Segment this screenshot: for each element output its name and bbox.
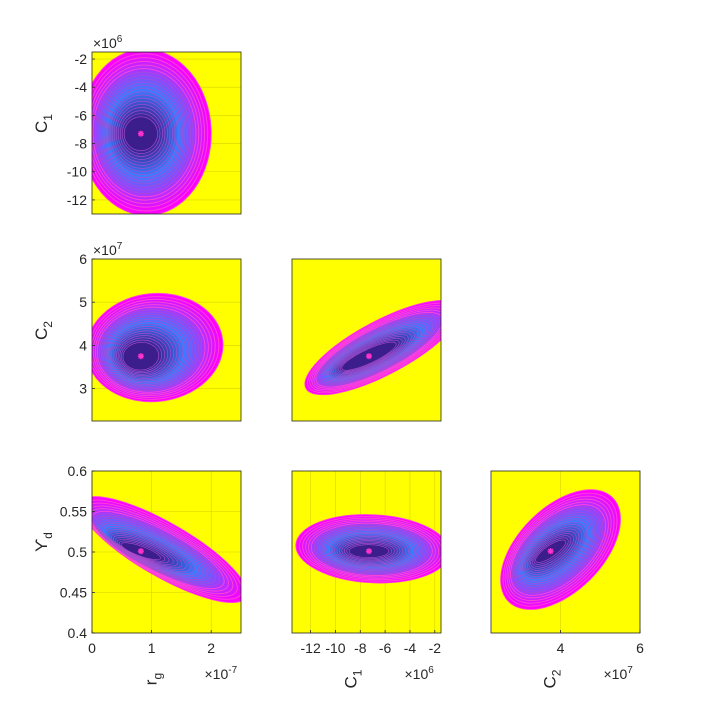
panel-rg-Yd: 0.4 0.45 0.5 0.55 0.6 0 1 2 ϒd rg ×10-7: [32, 463, 242, 685]
undefined: ϒd: [32, 532, 55, 552]
panel-rg-C1: -12 -10 -8 -6 -4 -2 C1 ×106: [32, 34, 242, 215]
x-tick-label: 2: [207, 640, 215, 656]
y-tick-label: -10: [67, 164, 87, 180]
x-tick-label: -8: [354, 640, 367, 656]
x-tick-label: -6: [379, 640, 392, 656]
x-axis-exponent: ×107: [604, 665, 634, 682]
panel-C1-C2: [291, 258, 442, 422]
undefined: C2: [541, 669, 564, 688]
y-tick-label: 0.6: [68, 463, 88, 479]
x-tick-label: -12: [301, 640, 321, 656]
best-fit-marker: [137, 548, 144, 555]
best-fit-marker: [137, 353, 144, 360]
undefined: C2: [32, 321, 55, 340]
axes-frame: [490, 470, 641, 634]
contour-bands: [92, 52, 212, 214]
axes-frame: [91, 258, 242, 422]
x-tick-label: 4: [557, 640, 565, 656]
panel-C1-Yd: -12 -10 -8 -6 -4 -2 C1 ×106: [291, 470, 442, 688]
y-tick-label: -6: [75, 107, 88, 123]
undefined: rg: [142, 673, 165, 685]
y-axis-exponent: ×107: [93, 241, 123, 258]
axes-frame: [291, 258, 442, 422]
y-tick-label: 0.45: [60, 585, 87, 601]
undefined: C1: [342, 669, 365, 688]
x-tick-label: -2: [429, 640, 442, 656]
panel-C2-Yd: 4 6 C2 ×107: [490, 470, 644, 688]
y-tick-label: 3: [79, 381, 87, 397]
contour-bands: [500, 489, 621, 610]
axes-frame: [91, 51, 242, 215]
y-tick-label: 6: [79, 251, 87, 267]
y-tick-label: 4: [79, 337, 87, 353]
contour-bands: [92, 292, 224, 403]
panel-rg-C2: 3 4 5 6 C2 ×107: [32, 241, 242, 422]
x-tick-label: 6: [636, 640, 644, 656]
y-tick-label: -8: [75, 136, 88, 152]
y-axis-exponent: ×106: [93, 34, 123, 51]
x-tick-label: 1: [148, 640, 156, 656]
y-tick-label: -4: [75, 79, 88, 95]
y-tick-label: -12: [67, 192, 87, 208]
x-tick-label: -4: [404, 640, 417, 656]
x-axis-exponent: ×106: [405, 665, 435, 682]
x-axis-exponent: ×10-7: [205, 665, 238, 682]
best-fit-marker: [137, 130, 144, 137]
contour-bands: [304, 299, 441, 396]
undefined: C1: [32, 114, 55, 133]
contour-bands: [92, 496, 241, 604]
y-tick-label: 0.4: [68, 625, 88, 641]
axes-frame: [291, 470, 442, 634]
best-fit-marker: [365, 548, 372, 555]
y-tick-label: -2: [75, 51, 88, 67]
contour-bands: [295, 514, 441, 584]
x-tick-label: -10: [325, 640, 345, 656]
best-fit-marker: [547, 548, 554, 555]
x-tick-label: 0: [88, 640, 96, 656]
best-fit-marker: [365, 353, 372, 360]
y-tick-label: 5: [79, 294, 87, 310]
y-tick-label: 0.55: [60, 504, 87, 520]
y-tick-label: 0.5: [68, 544, 88, 560]
